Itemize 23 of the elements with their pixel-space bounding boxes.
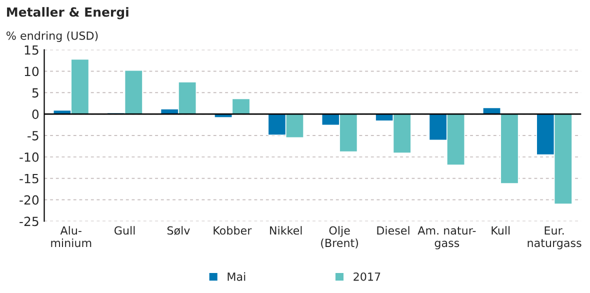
- x-tick-label: Kull: [492, 226, 510, 235]
- y-tick-label: 10: [24, 66, 39, 76]
- chart-title: Metaller & Energi: [7, 7, 128, 20]
- x-tick-label: Eur. naturgass: [528, 226, 582, 250]
- x-tick-label: Am. natur- gass: [418, 226, 476, 250]
- y-tick-label: -10: [20, 152, 39, 162]
- x-tick-label: Diesel: [377, 226, 410, 235]
- y-tick-label: -5: [28, 131, 38, 140]
- legend-label: 2017: [354, 272, 380, 281]
- x-tick-label: Olje (Brent): [321, 226, 358, 248]
- y-tick-label: 5: [32, 88, 38, 98]
- y-tick-label: 0: [32, 110, 39, 120]
- x-tick-label: Gull: [114, 226, 135, 235]
- x-tick-label: Kobber: [214, 226, 252, 235]
- y-tick-label: 15: [24, 45, 38, 55]
- legend-label: Mai: [228, 272, 246, 281]
- x-tick-label: Alu- minium: [51, 226, 92, 248]
- chart-subtitle: % endring (USD): [6, 31, 98, 42]
- x-tick-label: Nikkel: [270, 226, 302, 235]
- y-tick-label: -25: [20, 216, 38, 226]
- y-tick-label: -20: [20, 195, 39, 205]
- y-tick-label: -15: [20, 174, 38, 184]
- x-tick-label: Sølv: [167, 226, 190, 236]
